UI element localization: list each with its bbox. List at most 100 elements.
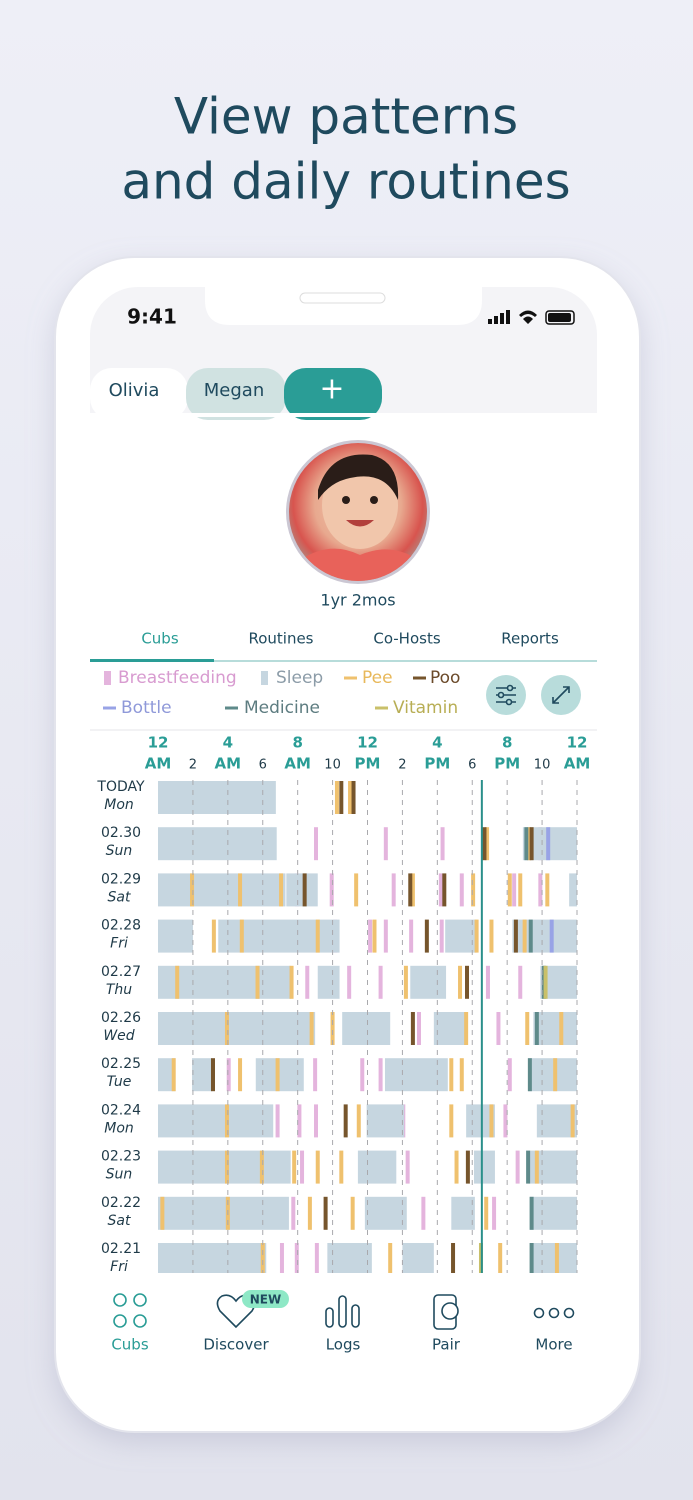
- sleep-block: [158, 1150, 291, 1184]
- sleep-block: [158, 1196, 289, 1230]
- event-mark: [482, 827, 487, 861]
- nav-icon[interactable]: [113, 1293, 147, 1328]
- tab[interactable]: [90, 368, 188, 420]
- event-mark: [549, 919, 554, 953]
- event-mark: [525, 1012, 530, 1045]
- event-mark: [350, 1196, 355, 1230]
- nav-label[interactable]: Logs: [326, 1336, 361, 1354]
- sleep-block: [366, 1104, 405, 1138]
- event-mark: [279, 873, 284, 907]
- day-date: 02.30: [101, 825, 141, 841]
- bottom-nav: Cubs Discover NEW Logs Pair More: [111, 1290, 575, 1354]
- event-mark: [300, 1150, 305, 1184]
- notch: [205, 287, 482, 325]
- day-date: 02.26: [101, 1010, 141, 1026]
- sleep-block: [451, 1196, 475, 1230]
- nav-label[interactable]: Discover: [203, 1336, 269, 1354]
- nav-icon[interactable]: [533, 1307, 575, 1319]
- legend-label: Bottle: [121, 698, 172, 718]
- day-weekday: Mon: [104, 1120, 134, 1136]
- add-tab[interactable]: [284, 368, 382, 420]
- event-mark: [291, 1196, 296, 1230]
- section-tab[interactable]: Co-Hosts: [373, 630, 440, 648]
- event-mark: [190, 873, 195, 907]
- event-mark: [559, 1012, 564, 1045]
- sleep-block: [158, 1243, 267, 1273]
- event-mark: [545, 873, 550, 907]
- add-label[interactable]: +: [319, 372, 344, 407]
- legend-swatch: [261, 671, 268, 685]
- event-mark: [464, 1012, 469, 1045]
- event-mark: [543, 965, 548, 999]
- event-mark: [417, 1012, 422, 1045]
- day-weekday: Wed: [103, 1028, 134, 1044]
- sleep-block: [158, 827, 277, 861]
- event-mark: [368, 919, 373, 953]
- event-mark: [323, 1196, 328, 1230]
- event-mark: [238, 1058, 243, 1092]
- event-mark: [339, 781, 344, 814]
- hour-period: AM: [284, 755, 311, 773]
- event-mark: [440, 827, 445, 861]
- event-mark: [410, 873, 415, 907]
- sleep-block: [433, 1012, 467, 1045]
- event-mark: [315, 919, 320, 953]
- status-time: 9:41: [127, 305, 177, 329]
- nav-label[interactable]: More: [535, 1336, 572, 1354]
- day-date: 02.22: [101, 1195, 141, 1211]
- event-mark: [294, 1243, 299, 1273]
- nav-label[interactable]: Pair: [432, 1336, 461, 1354]
- sleep-block: [158, 873, 286, 907]
- status-icons: [488, 310, 575, 325]
- sleep-block: [158, 1104, 274, 1138]
- event-mark: [275, 1058, 280, 1092]
- event-mark: [313, 827, 318, 861]
- nav-icon[interactable]: [325, 1295, 360, 1328]
- hour-label: 2: [189, 758, 197, 773]
- legend-swatch: [413, 676, 426, 680]
- event-mark: [474, 919, 479, 953]
- section-tab[interactable]: Cubs: [141, 630, 179, 648]
- legend-swatch: [375, 706, 388, 710]
- event-mark: [546, 827, 551, 861]
- event-mark: [526, 827, 531, 861]
- event-mark: [360, 1058, 365, 1092]
- nav-icon[interactable]: [433, 1294, 459, 1330]
- event-mark: [405, 1150, 410, 1184]
- sleep-block: [357, 1150, 397, 1184]
- sleep-block: [410, 965, 447, 999]
- event-mark: [459, 873, 464, 907]
- sleep-block: [255, 1058, 304, 1092]
- event-mark: [489, 919, 494, 953]
- sleep-block: [192, 1058, 213, 1092]
- event-mark: [529, 1243, 534, 1273]
- section-tab[interactable]: Routines: [248, 630, 313, 648]
- legend-label: Sleep: [276, 668, 323, 688]
- day-date: 02.23: [101, 1149, 141, 1165]
- sleep-block: [529, 1243, 577, 1273]
- tab-label[interactable]: Olivia: [109, 380, 160, 401]
- event-mark: [347, 965, 352, 999]
- section-tab[interactable]: Reports: [501, 630, 559, 648]
- event-mark: [534, 1012, 539, 1045]
- event-mark: [330, 1012, 335, 1045]
- nav-label[interactable]: Cubs: [111, 1336, 149, 1354]
- event-mark: [507, 1058, 512, 1092]
- day-weekday: Sat: [108, 1213, 131, 1229]
- event-mark: [534, 1150, 539, 1184]
- timeline-rows: [158, 781, 577, 1273]
- hour-label: 4: [223, 734, 233, 752]
- headline: View patterns: [174, 88, 518, 146]
- day-weekday: Sat: [108, 889, 131, 905]
- tab[interactable]: [186, 368, 286, 420]
- event-mark: [518, 965, 523, 999]
- tab-label[interactable]: Megan: [204, 380, 264, 401]
- event-mark: [403, 965, 408, 999]
- avatar[interactable]: [286, 440, 430, 590]
- day-weekday: Sun: [106, 843, 133, 859]
- event-mark: [313, 1058, 318, 1092]
- day-date: 02.29: [101, 871, 141, 887]
- event-mark: [524, 827, 529, 861]
